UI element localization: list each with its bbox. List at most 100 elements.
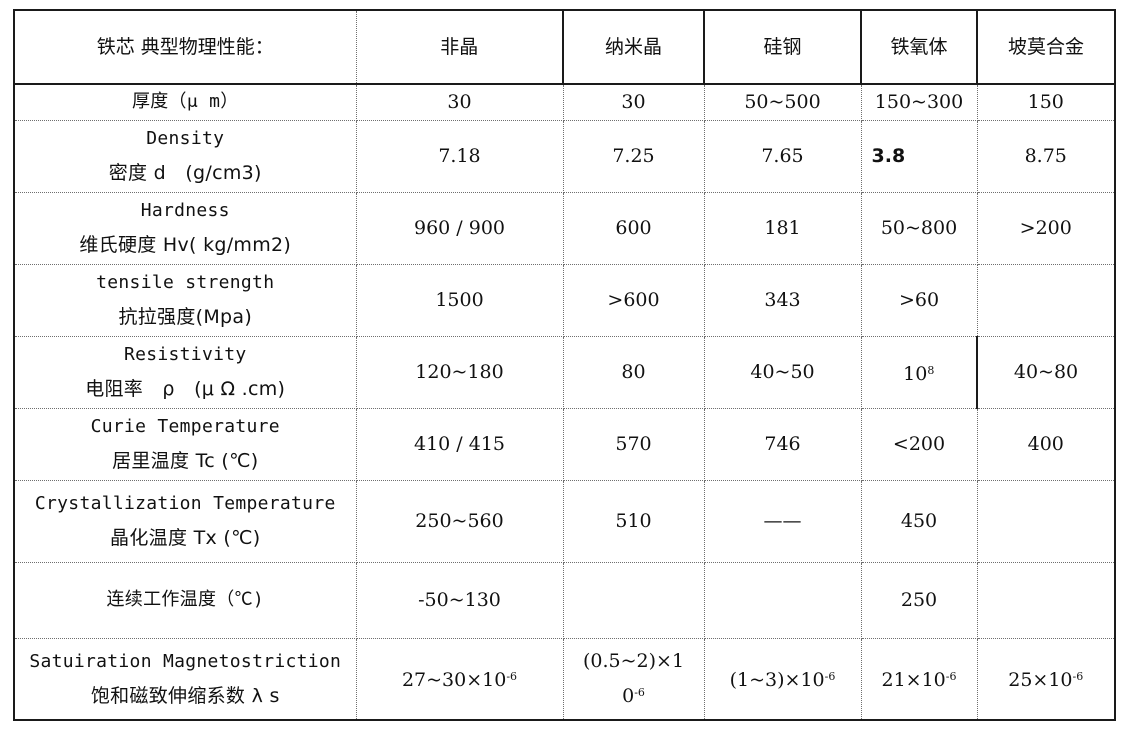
cell-exponent: -6 (1072, 670, 1084, 684)
header-label: 铁芯 典型物理性能： (13, 9, 357, 85)
properties-table-wrapper: 铁芯 典型物理性能： 非晶 纳米晶 硅钢 铁氧体 坡莫合金 厚度（μ m） 30… (13, 9, 1116, 721)
table-row: tensile strength 抗拉强度(Mpa) 1500 >600 343… (13, 263, 1116, 337)
row-label-density: Density 密度 d (g/cm3) (13, 119, 357, 193)
cell: 50~800 (860, 191, 978, 265)
cell (703, 561, 862, 639)
row-label-cn: 抗拉强度(Mpa) (118, 306, 253, 328)
table-row: Crystallization Temperature 晶化温度 Tx (℃) … (13, 479, 1116, 563)
cell: 600 (562, 191, 705, 265)
table-row: Hardness 维氏硬度 Hv( kg/mm2) 960 / 900 600 … (13, 191, 1116, 265)
cell: 7.18 (355, 119, 564, 193)
cell-base: 27~30×10 (401, 669, 507, 692)
cell: >600 (562, 263, 705, 337)
core-properties-table: 铁芯 典型物理性能： 非晶 纳米晶 硅钢 铁氧体 坡莫合金 厚度（μ m） 30… (13, 9, 1116, 721)
row-label-resistivity: Resistivity 电阻率 ρ (μ Ω .cm) (13, 335, 357, 409)
cell: 250 (860, 561, 978, 639)
row-label-crystallization: Crystallization Temperature 晶化温度 Tx (℃) (13, 479, 357, 563)
row-label-tensile: tensile strength 抗拉强度(Mpa) (13, 263, 357, 337)
cell-base: 25×10 (1008, 669, 1073, 692)
cell: 181 (703, 191, 862, 265)
row-label-en: Crystallization Temperature (34, 493, 336, 514)
cell-base: 10 (903, 362, 928, 385)
cell: 50~500 (703, 83, 862, 121)
cell: 40~80 (976, 335, 1116, 409)
header-amorphous: 非晶 (355, 9, 564, 85)
table-row: Curie Temperature 居里温度 Tc (℃) 410 / 415 … (13, 407, 1116, 481)
cell: (1~3)×10-6 (703, 637, 862, 721)
cell-exponent: -6 (634, 686, 645, 700)
table-row: 厚度（μ m） 30 30 50~500 150~300 150 (13, 83, 1116, 121)
cell: >60 (860, 263, 978, 337)
row-label-thickness: 厚度（μ m） (13, 83, 357, 121)
row-label-hardness: Hardness 维氏硬度 Hv( kg/mm2) (13, 191, 357, 265)
cell (562, 561, 705, 639)
row-label-cn: 居里温度 Tc (℃) (112, 450, 259, 472)
row-label-magnetostriction: Satuiration Magnetostriction 饱和磁致伸缩系数 λ … (13, 637, 357, 721)
row-label-curie: Curie Temperature 居里温度 Tc (℃) (13, 407, 357, 481)
table-row: Satuiration Magnetostriction 饱和磁致伸缩系数 λ … (13, 637, 1116, 721)
header-ferrite: 铁氧体 (860, 9, 978, 85)
header-silicon-steel: 硅钢 (703, 9, 862, 85)
cell: 30 (355, 83, 564, 121)
row-label-cn: 饱和磁致伸缩系数 λ s (90, 684, 280, 707)
cell: 250~560 (355, 479, 564, 563)
cell (976, 479, 1116, 563)
table-row: 连续工作温度（℃) -50~130 250 (13, 561, 1116, 639)
row-label-cn: 密度 d (g/cm3) (108, 162, 262, 184)
cell: 27~30×10-6 (355, 637, 564, 721)
cell: 108 (860, 335, 978, 409)
row-label-cn: 连续工作温度（℃) (106, 589, 265, 610)
cell: 570 (562, 407, 705, 481)
row-label-cn: 厚度（μ m） (131, 91, 239, 113)
row-label-cn: 晶化温度 Tx (℃) (110, 527, 261, 549)
cell: 150~300 (860, 83, 978, 121)
table-header-row: 铁芯 典型物理性能： 非晶 纳米晶 硅钢 铁氧体 坡莫合金 (13, 9, 1115, 85)
row-label-en: Resistivity (123, 344, 247, 365)
table-row: Resistivity 电阻率 ρ (μ Ω .cm) 120~180 80 4… (13, 335, 1116, 409)
cell: <200 (860, 407, 978, 481)
cell-exponent: 8 (927, 363, 935, 377)
cell (976, 561, 1116, 639)
cell-exponent: -6 (824, 670, 836, 684)
row-label-cn: 电阻率 ρ (μ Ω .cm) (85, 378, 286, 400)
cell: 7.25 (562, 119, 705, 193)
row-label-cn: 维氏硬度 Hv( kg/mm2) (79, 234, 292, 256)
cell: 120~180 (355, 335, 564, 409)
cell: 40~50 (703, 335, 862, 409)
cell: 960 / 900 (355, 191, 564, 265)
row-label-en: Hardness (140, 200, 230, 221)
cell: 30 (562, 83, 705, 121)
cell: 510 (562, 479, 705, 563)
row-label-en: Density (146, 128, 225, 149)
cell: (0.5~2)×1 0-6 (562, 637, 705, 721)
cell-base: (1~3)×10 (729, 669, 825, 692)
cell-base: (0.5~2)×1 (582, 650, 685, 673)
cell-base-line2: 0 (622, 685, 635, 708)
cell: —— (703, 479, 862, 563)
row-label-working-temp: 连续工作温度（℃) (13, 561, 357, 639)
cell: 746 (703, 407, 862, 481)
cell: -50~130 (355, 561, 564, 639)
cell-base: 21×10 (881, 669, 946, 692)
table-row: Density 密度 d (g/cm3) 7.18 7.25 7.65 3.8 … (13, 119, 1116, 193)
cell: 410 / 415 (355, 407, 564, 481)
cell-exponent: -6 (945, 670, 957, 684)
header-permalloy: 坡莫合金 (976, 9, 1115, 85)
row-label-en: Curie Temperature (90, 416, 280, 437)
cell: 3.8 (860, 119, 978, 193)
cell: 400 (976, 407, 1116, 481)
cell: 450 (860, 479, 978, 563)
cell: 1500 (355, 263, 564, 337)
cell: 21×10-6 (860, 637, 978, 721)
cell: >200 (976, 191, 1116, 265)
cell (976, 263, 1116, 337)
cell-exponent: -6 (506, 670, 518, 684)
cell: 7.65 (703, 119, 862, 193)
header-nanocrystalline: 纳米晶 (562, 9, 705, 85)
cell: 150 (976, 83, 1116, 121)
cell: 8.75 (976, 119, 1116, 193)
row-label-en: Satuiration Magnetostriction (29, 650, 342, 672)
cell: 80 (562, 335, 705, 409)
cell: 25×10-6 (976, 637, 1116, 721)
cell: 343 (703, 263, 862, 337)
